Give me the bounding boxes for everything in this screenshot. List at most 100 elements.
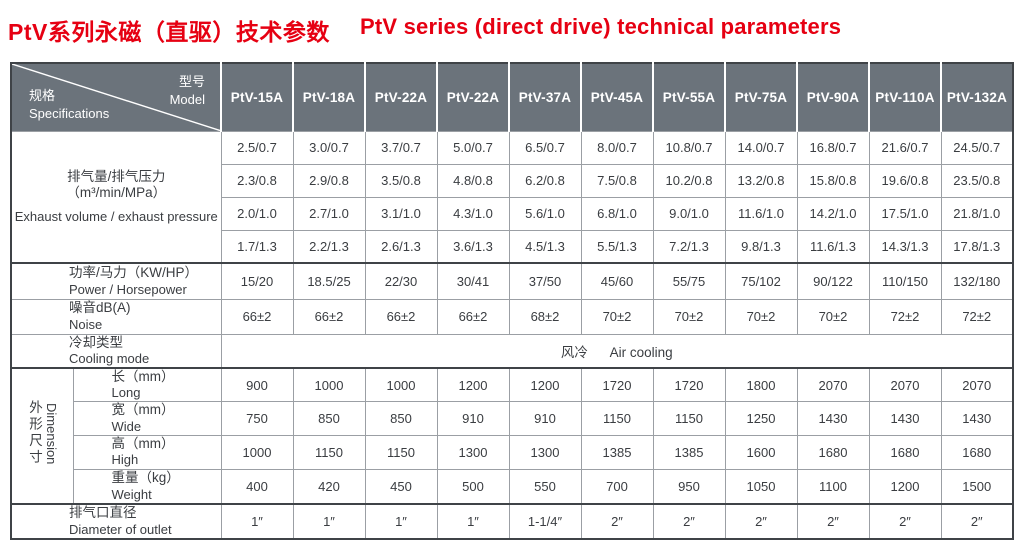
value-cell: 37/50 xyxy=(508,262,582,300)
value-cell: 1150 xyxy=(292,434,366,470)
value-cell: 70±2 xyxy=(724,298,798,335)
corner-cell: 型号 Model 规格 Specifications xyxy=(11,63,221,131)
dimension-weight-label: 重量（kg） Weight xyxy=(72,468,222,505)
value-cell: 1000 xyxy=(220,434,294,470)
value-cell: 70±2 xyxy=(580,298,654,335)
value-cell: 66±2 xyxy=(220,298,294,335)
value-cell: 1-1/4″ xyxy=(508,503,582,540)
cooling-value-zh: 风冷 xyxy=(560,344,588,360)
value-cell: 66±2 xyxy=(364,298,438,335)
dimension-group-en: Dimension xyxy=(43,402,59,465)
value-cell: 2.9/0.8 xyxy=(292,163,366,198)
value-cell: 1800 xyxy=(724,366,798,403)
value-cell: 1500 xyxy=(940,468,1014,505)
value-cell: 11.6/1.0 xyxy=(724,196,798,231)
model-header-cell: PtV-15A xyxy=(220,63,293,131)
noise-label-en: Noise xyxy=(69,316,103,332)
page-title-zh: PtV系列永磁（直驱）技术参数 xyxy=(8,19,330,45)
value-cell: 72±2 xyxy=(940,298,1014,335)
value-cell: 1385 xyxy=(652,434,726,470)
value-cell: 3.7/0.7 xyxy=(364,130,438,165)
value-cell: 2″ xyxy=(940,503,1014,540)
value-cell: 21.8/1.0 xyxy=(940,196,1014,231)
dimension-high-row: 高（mm） High 1000 1150 1150 1300 1300 1385 1385 1… xyxy=(11,434,1014,470)
value-cell: 1.7/1.3 xyxy=(220,229,294,264)
value-cell: 3.6/1.3 xyxy=(436,229,510,264)
value-cell: 4.5/1.3 xyxy=(508,229,582,264)
value-cell: 21.6/0.7 xyxy=(868,130,942,165)
model-header-cell: PtV-22A xyxy=(364,63,437,131)
value-cell: 2.3/0.8 xyxy=(220,163,294,198)
value-cell: 1250 xyxy=(724,401,798,436)
model-header-cell: PtV-55A xyxy=(652,63,725,131)
dimension-group-label: 外形尺寸 Dimension xyxy=(10,366,74,505)
value-cell: 1150 xyxy=(652,401,726,436)
value-cell: 14.3/1.3 xyxy=(868,229,942,264)
model-header-cell: PtV-45A xyxy=(580,63,653,131)
cooling-row: 冷却类型 Cooling mode 风冷 Air cooling xyxy=(10,333,1014,369)
wide-label-zh: 宽（mm） xyxy=(111,402,175,418)
value-cell: 1000 xyxy=(364,366,438,403)
value-cell: 9.8/1.3 xyxy=(724,229,798,264)
corner-model-zh: 型号 xyxy=(178,74,205,89)
value-cell: 1680 xyxy=(868,434,942,470)
model-header-cell: PtV-22A xyxy=(436,63,509,131)
exhaust-row-3: 1.7/1.3 2.2/1.3 2.6/1.3 3.6/1.3 4.5/1.3 5.5/1… xyxy=(11,229,1014,264)
value-cell: 1300 xyxy=(508,434,582,470)
value-cell: 1″ xyxy=(364,503,438,540)
outlet-label-en: Diameter of outlet xyxy=(69,521,172,537)
value-cell: 900 xyxy=(220,366,294,403)
power-row: 功率/马力（KW/HP） Power / Horsepower 15/20 18.… xyxy=(10,262,1014,300)
value-cell: 550 xyxy=(508,468,582,505)
long-label-zh: 长（mm） xyxy=(111,368,175,384)
noise-row-label: 噪音dB(A) Noise xyxy=(10,298,222,335)
value-cell: 2.7/1.0 xyxy=(292,196,366,231)
model-header-cell: PtV-90A xyxy=(796,63,869,131)
value-cell: 1200 xyxy=(868,468,942,505)
value-cell: 45/60 xyxy=(580,262,654,300)
exhaust-label-en: Exhaust volume / exhaust pressure xyxy=(14,208,218,224)
value-cell: 1680 xyxy=(940,434,1014,470)
value-cell: 1100 xyxy=(796,468,870,505)
value-cell: 750 xyxy=(220,401,294,436)
value-cell: 1430 xyxy=(940,401,1014,436)
value-cell: 5.0/0.7 xyxy=(436,130,510,165)
value-cell: 19.6/0.8 xyxy=(868,163,942,198)
value-cell: 70±2 xyxy=(796,298,870,335)
value-cell: 420 xyxy=(292,468,366,505)
technical-parameters-table: 型号 Model 规格 Specifications PtV-15A PtV-18… xyxy=(10,62,1014,541)
value-cell: 4.3/1.0 xyxy=(436,196,510,231)
corner-model-en: Model xyxy=(169,91,205,107)
value-cell: 3.0/0.7 xyxy=(292,130,366,165)
value-cell: 3.1/1.0 xyxy=(364,196,438,231)
power-row-label: 功率/马力（KW/HP） Power / Horsepower xyxy=(10,262,222,300)
value-cell: 68±2 xyxy=(508,298,582,335)
value-cell: 6.5/0.7 xyxy=(508,130,582,165)
cooling-label-en: Cooling mode xyxy=(69,350,150,366)
outlet-row-label: 排气口直径 Diameter of outlet xyxy=(10,503,222,540)
exhaust-row-label: 排气量/排气压力 （m³/min/MPa） Exhaust volume / e… xyxy=(10,130,222,264)
value-cell: 7.2/1.3 xyxy=(652,229,726,264)
value-cell: 6.2/0.8 xyxy=(508,163,582,198)
dimension-long-row: 外形尺寸 Dimension 长（mm） Long 900 1000 1000 120… xyxy=(10,366,1014,505)
value-cell: 90/122 xyxy=(796,262,870,300)
value-cell: 132/180 xyxy=(940,262,1014,300)
value-cell: 1430 xyxy=(868,401,942,436)
cooling-value-cell: 风冷 Air cooling xyxy=(220,333,1014,369)
model-header-cell: PtV-18A xyxy=(292,63,365,131)
value-cell: 1430 xyxy=(796,401,870,436)
noise-label-zh: 噪音dB(A) xyxy=(69,300,131,316)
value-cell: 17.8/1.3 xyxy=(940,229,1014,264)
value-cell: 950 xyxy=(652,468,726,505)
value-cell: 400 xyxy=(220,468,294,505)
dimension-wide-label: 宽（mm） Wide xyxy=(72,401,222,436)
value-cell: 2″ xyxy=(724,503,798,540)
noise-row: 噪音dB(A) Noise 66±2 66±2 66±2 66±2 68±2 70±2 70… xyxy=(10,298,1014,335)
value-cell: 6.8/1.0 xyxy=(580,196,654,231)
value-cell: 1720 xyxy=(652,366,726,403)
dimension-group-zh: 外形尺寸 xyxy=(27,400,43,467)
value-cell: 7.5/0.8 xyxy=(580,163,654,198)
cooling-label-zh: 冷却类型 xyxy=(69,334,123,350)
high-label-en: High xyxy=(111,452,139,468)
